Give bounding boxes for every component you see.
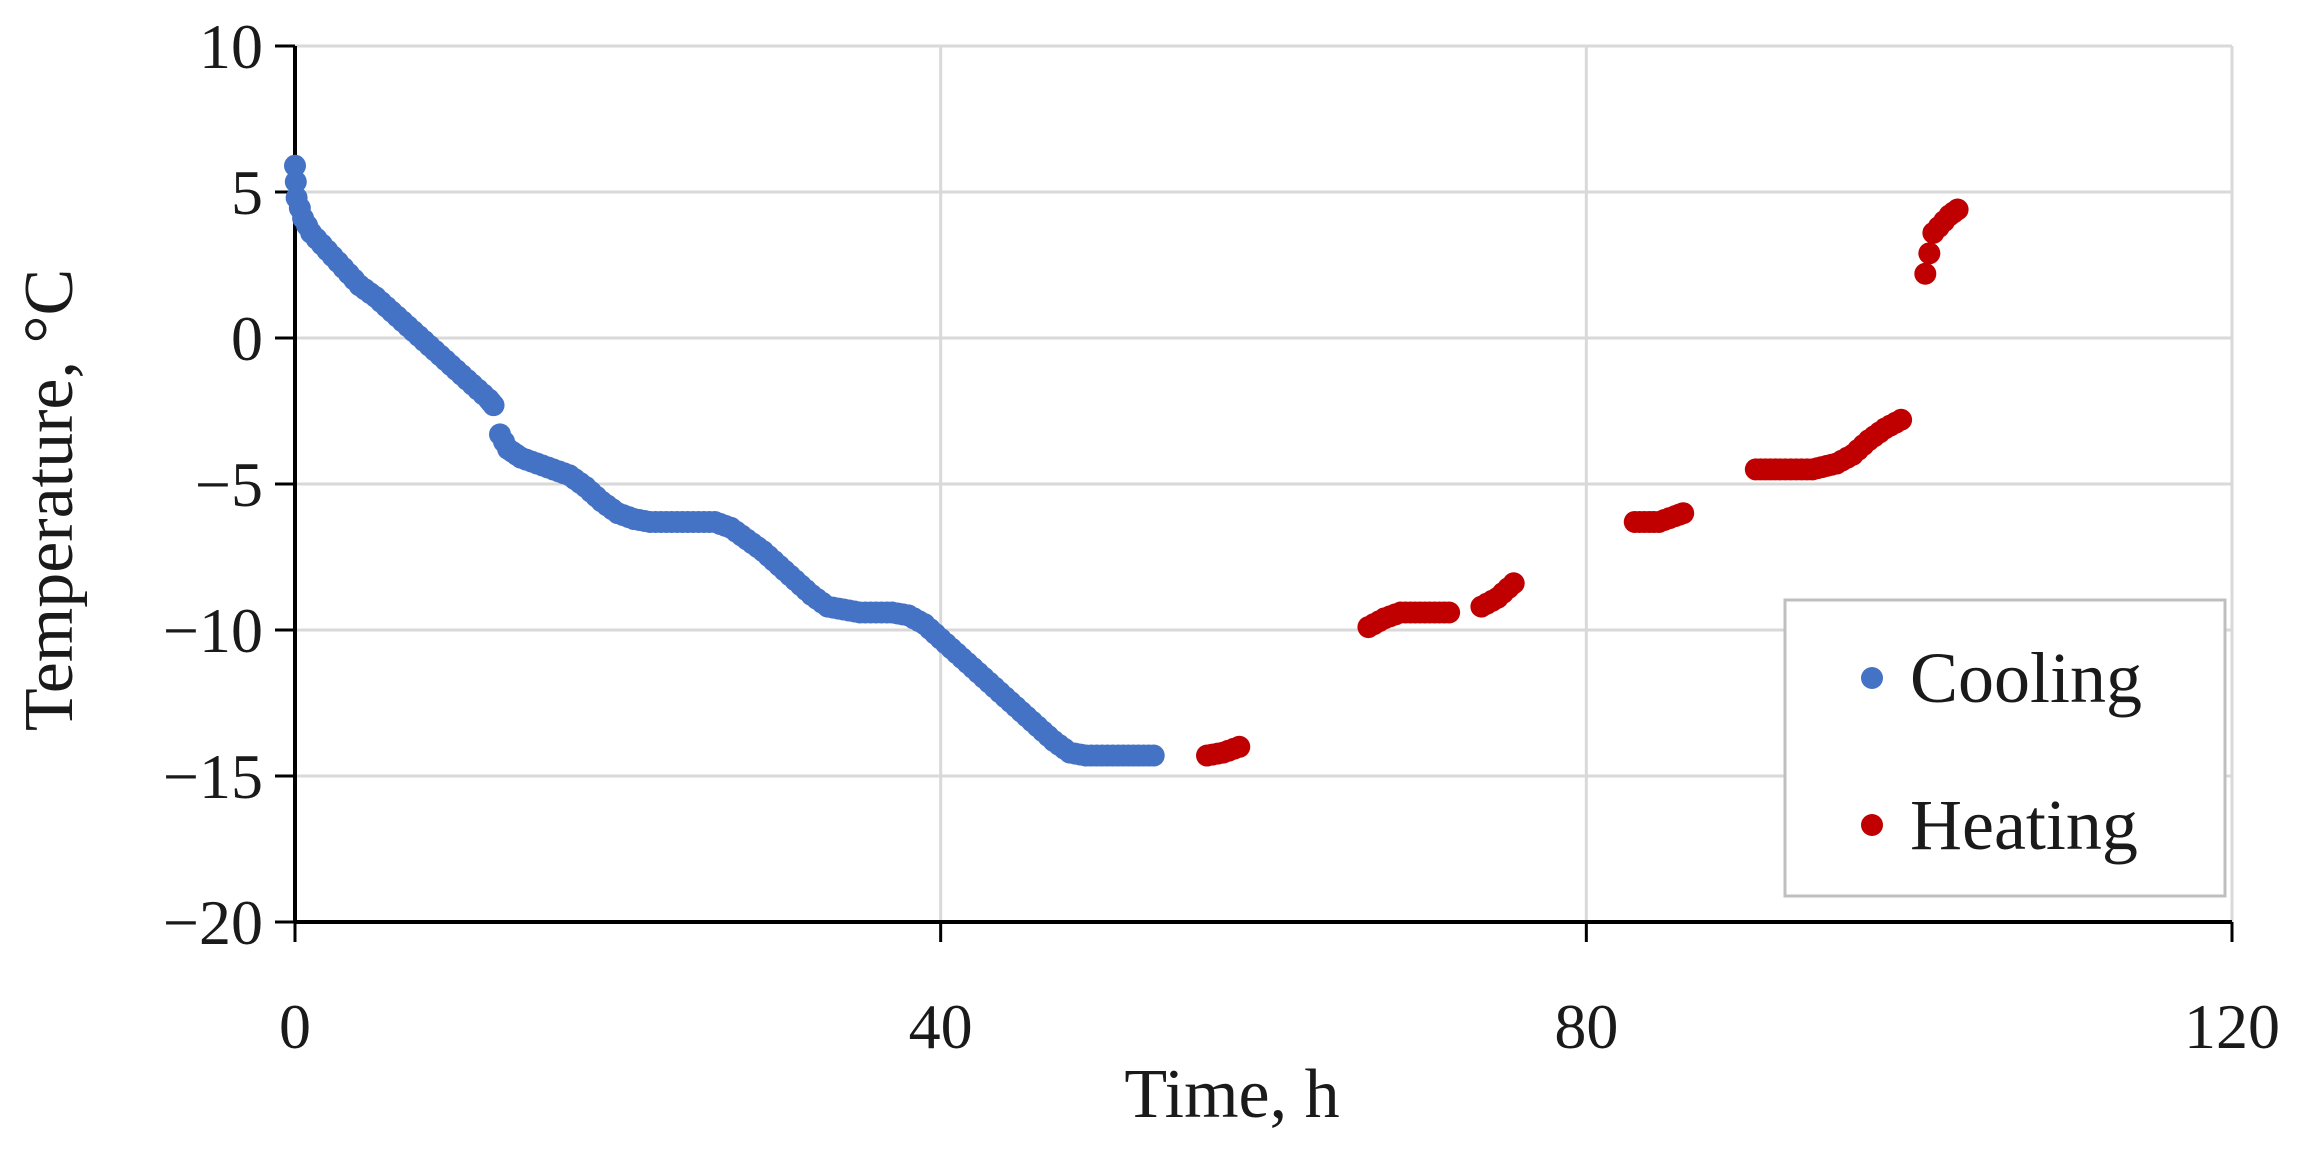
legend-marker-cooling (1861, 667, 1883, 689)
x-tick-label: 0 (279, 991, 311, 1062)
legend-label-heating: Heating (1910, 785, 2138, 865)
heating-point (1914, 262, 1937, 285)
heating-point (1438, 601, 1461, 624)
x-tick-label: 40 (909, 991, 973, 1062)
y-tick-label: −20 (163, 887, 263, 958)
y-tick-label: 5 (231, 157, 263, 228)
cooling-point (284, 170, 307, 193)
gridlines (295, 44, 2234, 922)
cooling-point (284, 154, 306, 177)
heating-point (1918, 242, 1941, 265)
data-points (284, 154, 1969, 767)
cooling-point (1142, 744, 1165, 767)
y-tick-label: 10 (199, 11, 263, 82)
y-axis-title: Temperature, °C (11, 269, 88, 731)
x-tick-label: 120 (2184, 991, 2280, 1062)
heating-point (1890, 408, 1913, 431)
heating-point (1228, 735, 1251, 758)
legend-label-cooling: Cooling (1910, 638, 2142, 718)
legend-marker-heating (1861, 814, 1883, 836)
legend-box (1783, 598, 2227, 898)
y-tick-label: −10 (163, 595, 263, 666)
y-tick-label: −15 (163, 741, 263, 812)
y-tick-label: 0 (231, 303, 263, 374)
heating-point (1502, 572, 1525, 595)
x-tick-label: 80 (1554, 991, 1618, 1062)
cooling-point (482, 394, 505, 417)
heating-point (1946, 198, 1969, 221)
y-tick-label: −5 (195, 449, 263, 520)
x-axis-title: Time, h (1124, 1056, 1339, 1133)
legend: Cooling Heating (1783, 598, 2227, 898)
heating-point (1672, 502, 1695, 525)
